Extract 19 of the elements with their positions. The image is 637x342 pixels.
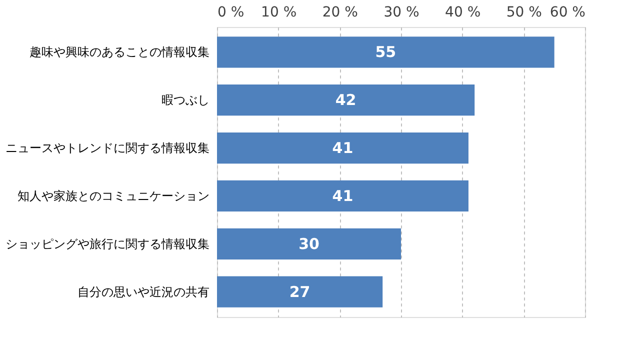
y-tick-label: ニュースやトレンドに関する情報収集 (6, 141, 210, 156)
y-tick-label: ショッピングや旅行に関する情報収集 (6, 236, 210, 251)
x-tick-label: 30 % (384, 4, 420, 20)
x-tick-label: 0 % (218, 4, 244, 20)
data-label: 41 (332, 186, 354, 205)
y-tick-label: 自分の思いや近況の共有 (78, 284, 210, 299)
x-tick-label: 40 % (445, 4, 481, 20)
y-tick-label: 暇つぶし (162, 93, 210, 108)
data-label: 42 (335, 91, 356, 110)
x-tick-label: 20 % (322, 4, 358, 20)
data-label: 55 (375, 43, 396, 62)
data-label: 41 (332, 139, 354, 158)
y-tick-label: 趣味や興味のあることの情報収集 (30, 45, 210, 60)
data-label: 27 (289, 282, 310, 301)
x-tick-label: 50 % (506, 4, 542, 20)
data-label: 30 (298, 234, 320, 253)
x-tick-label: 60 % (550, 4, 586, 20)
x-tick-label: 10 % (261, 4, 297, 20)
y-tick-label: 知人や家族とのコミュニケーション (18, 188, 210, 203)
